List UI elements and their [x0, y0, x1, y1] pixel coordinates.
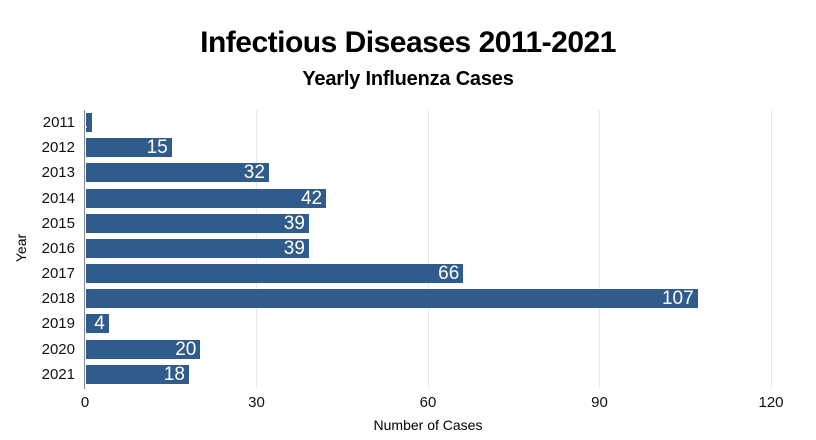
chart-title: Infectious Diseases 2011-2021	[200, 26, 616, 59]
y-tick-label: 2016	[41, 240, 75, 257]
bar: 1	[86, 113, 92, 132]
bar: 42	[86, 189, 327, 208]
bar-value-label: 39	[283, 214, 305, 233]
bar: 66	[86, 264, 464, 283]
chart-header: Infectious Diseases 2011-2021 Yearly Inf…	[0, 0, 816, 91]
y-tick-label: 2021	[41, 366, 75, 383]
bar: 107	[86, 289, 698, 308]
bar-value-label: 4	[94, 314, 105, 333]
bar: 20	[86, 340, 201, 359]
x-tick-label: 90	[591, 394, 608, 411]
y-tick-label: 2014	[41, 190, 75, 207]
bar-value-label: 107	[661, 289, 694, 308]
gridline	[599, 110, 600, 388]
bar: 32	[86, 163, 269, 182]
y-tick-label: 2012	[41, 139, 75, 156]
y-tick-label: 2018	[41, 290, 75, 307]
x-axis-title: Number of Cases	[373, 417, 483, 433]
bar-value-label: 1	[86, 113, 88, 132]
y-axis-line	[83, 110, 85, 389]
y-tick-label: 2015	[41, 215, 75, 232]
bar: 39	[86, 214, 309, 233]
bar-value-label: 42	[300, 189, 323, 208]
bar: 18	[86, 365, 189, 384]
chart-subtitle: Yearly Influenza Cases	[302, 68, 514, 90]
bar-value-label: 15	[146, 138, 168, 157]
bar: 15	[86, 138, 172, 157]
y-tick-label: 2020	[41, 341, 75, 358]
bar-value-label: 18	[163, 365, 185, 384]
bar: 4	[86, 314, 109, 333]
bar-value-label: 32	[243, 163, 265, 182]
bar-value-label: 20	[175, 340, 197, 359]
bar: 39	[86, 239, 309, 258]
x-tick-label: 120	[758, 394, 784, 411]
gridline	[427, 110, 429, 388]
y-tick-label: 2019	[41, 315, 75, 332]
y-tick-label: 2017	[41, 265, 75, 282]
y-tick-label: 2013	[41, 164, 75, 181]
gridline	[770, 110, 772, 388]
x-tick-label: 60	[419, 394, 437, 411]
bar-value-label: 39	[283, 239, 305, 258]
plot-area: Year 115324239396610742018 2011201220132…	[13, 110, 784, 433]
x-tick-label: 0	[80, 394, 90, 411]
y-tick-label: 2011	[42, 114, 75, 131]
x-tick-label: 30	[248, 394, 265, 411]
bar-value-label: 66	[438, 264, 460, 283]
